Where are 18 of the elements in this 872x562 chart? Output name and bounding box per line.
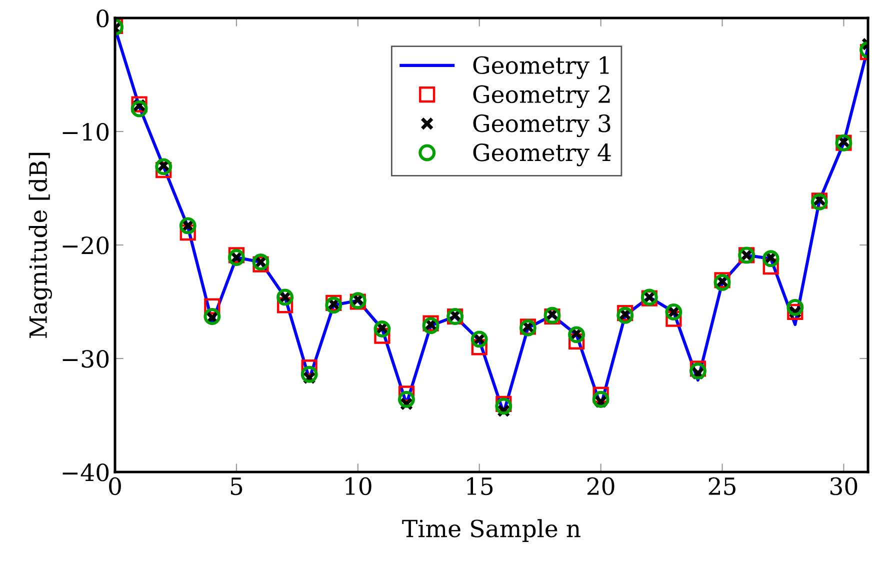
y-axis-title: Magnitude [dB] xyxy=(28,152,52,338)
legend-label: Geometry 2 xyxy=(473,85,610,108)
x-tick-label: 10 xyxy=(346,477,372,496)
legend-label: Geometry 1 xyxy=(473,56,609,79)
x-tick-label: 5 xyxy=(230,478,242,496)
y-tick-label: −10 xyxy=(62,122,109,141)
legend-label: Geometry 3 xyxy=(473,114,610,138)
legend-label: Geometry 4 xyxy=(473,143,611,166)
y-tick-label: −40 xyxy=(62,463,109,482)
x-tick-label: 15 xyxy=(467,477,493,496)
x-tick-label: 0 xyxy=(109,477,121,496)
x-axis-title: Time Sample n xyxy=(402,519,580,542)
y-tick-label: −30 xyxy=(62,350,109,368)
x-tick-label: 20 xyxy=(587,477,614,496)
x-tick-label: 25 xyxy=(708,477,736,496)
y-tick-label: −20 xyxy=(62,236,109,254)
x-tick-label: 30 xyxy=(830,477,858,496)
y-tick-label: 0 xyxy=(96,9,109,28)
